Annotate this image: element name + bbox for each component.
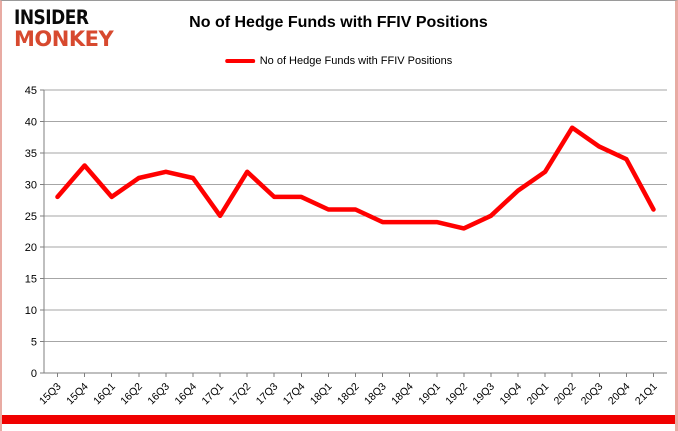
x-tick-label: 15Q4: [64, 381, 91, 408]
logo-text-insider: INSIDER: [14, 6, 89, 30]
x-tick-label: 20Q3: [579, 381, 606, 408]
x-tick-label: 21Q1: [633, 381, 660, 408]
x-tick-label: 16Q2: [118, 381, 145, 408]
x-tick-label: 18Q2: [335, 381, 362, 408]
y-tick-label: 35: [25, 148, 37, 160]
y-tick-label: 30: [25, 179, 37, 191]
y-tick-label: 25: [25, 211, 37, 223]
data-series-line: [55, 125, 656, 231]
bottom-red-bar: [2, 415, 675, 424]
x-tick-label: 16Q1: [91, 381, 118, 408]
legend: No of Hedge Funds with FFIV Positions: [224, 55, 453, 67]
x-tick-label: 20Q2: [552, 381, 579, 408]
x-tick-label: 17Q3: [254, 381, 281, 408]
x-tick-label: 16Q3: [145, 381, 172, 408]
chart-title: No of Hedge Funds with FFIV Positions: [189, 14, 488, 31]
x-tick-label: 20Q4: [606, 381, 633, 408]
y-tick-label: 20: [25, 242, 37, 254]
y-tick-label: 0: [31, 368, 37, 380]
y-tick-label: 45: [25, 85, 37, 97]
y-tick-label: 5: [31, 337, 37, 349]
legend-label: No of Hedge Funds with FFIV Positions: [259, 55, 453, 67]
x-tick-label: 18Q4: [389, 381, 416, 408]
x-tick-label: 19Q3: [470, 381, 497, 408]
x-tick-label: 19Q1: [416, 381, 443, 408]
x-tick-label: 16Q4: [172, 381, 199, 408]
y-tick-label: 10: [25, 305, 37, 317]
x-tick-label: 19Q4: [497, 381, 524, 408]
x-tick-label: 17Q4: [281, 381, 308, 408]
x-tick-label: 18Q3: [362, 381, 389, 408]
logo-text-monkey: MONKEY: [14, 27, 114, 51]
x-tick-label: 17Q2: [227, 381, 254, 408]
legend-line-marker: [224, 59, 255, 63]
x-tick-label: 19Q2: [443, 381, 470, 408]
x-tick-label: 18Q1: [308, 381, 335, 408]
insider-monkey-logo: INSIDER MONKEY: [14, 6, 114, 51]
x-tick-label: 15Q3: [37, 381, 64, 408]
y-tick-label: 15: [25, 274, 37, 286]
x-tick-label: 20Q1: [525, 381, 552, 408]
x-tick-label: 17Q1: [200, 381, 227, 408]
y-tick-label: 40: [25, 116, 37, 128]
